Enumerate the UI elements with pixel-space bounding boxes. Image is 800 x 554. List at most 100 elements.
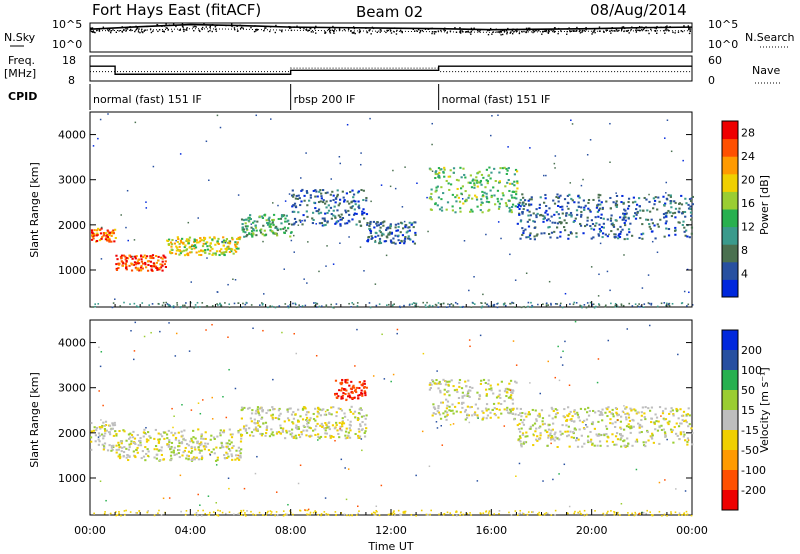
heatmap-cell	[220, 444, 224, 447]
heatmap-cell	[351, 397, 354, 400]
heatmap-cell	[457, 402, 460, 405]
noise-point	[165, 23, 167, 25]
heatmap-cell	[258, 215, 261, 218]
ground-scatter	[583, 509, 586, 512]
ground-scatter	[633, 514, 636, 517]
heatmap-cell	[620, 445, 623, 448]
heatmap-cell	[242, 219, 246, 222]
heatmap-cell	[598, 227, 601, 230]
heatmap-cell	[599, 444, 602, 447]
noise-point	[472, 28, 474, 30]
noise-scatter	[380, 484, 383, 487]
heatmap-cell	[559, 235, 562, 238]
heatmap-cell	[408, 229, 411, 232]
heatmap-cell	[133, 255, 137, 258]
heatmap-cell	[674, 207, 678, 210]
heatmap-cell	[485, 393, 488, 396]
heatmap-cell	[685, 202, 688, 205]
noise-point	[454, 27, 456, 29]
heatmap-cell	[145, 452, 148, 455]
noise-scatter	[101, 226, 103, 229]
heatmap-cell	[556, 236, 559, 239]
heatmap-cell	[559, 222, 563, 225]
heatmap-cell	[190, 437, 193, 440]
ground-scatter	[261, 302, 263, 304]
heatmap-cell	[186, 252, 189, 255]
heatmap-cell	[254, 412, 257, 415]
heatmap-cell	[547, 434, 550, 437]
heatmap-cell	[98, 434, 102, 437]
heatmap-cell	[348, 427, 351, 430]
heatmap-cell	[136, 446, 139, 449]
heatmap-cell	[136, 260, 139, 263]
heatmap-cell	[509, 379, 513, 382]
heatmap-cell	[344, 222, 347, 225]
heatmap-cell	[209, 249, 212, 252]
heatmap-cell	[484, 381, 487, 384]
heatmap-cell	[129, 255, 133, 258]
noise-scatter	[315, 354, 318, 357]
noise-scatter	[563, 463, 566, 466]
heatmap-cell	[173, 446, 176, 449]
ground-scatter	[414, 305, 416, 307]
heatmap-cell	[127, 448, 131, 451]
heatmap-cell	[357, 434, 360, 437]
heatmap-cell	[490, 389, 493, 392]
noise-point	[310, 31, 313, 33]
ground-scatter	[316, 303, 319, 305]
heatmap-cell	[612, 223, 615, 226]
heatmap-cell	[408, 226, 411, 229]
heatmap-cell	[104, 420, 108, 423]
noise-point	[401, 31, 403, 34]
noise-point	[236, 25, 238, 28]
noise-scatter	[168, 322, 170, 324]
heatmap-cell	[278, 414, 281, 417]
heatmap-cell	[527, 411, 531, 414]
ground-scatter	[604, 305, 607, 308]
noise-point	[655, 27, 658, 30]
heatmap-cell	[155, 261, 158, 264]
noise-point	[656, 25, 658, 28]
heatmap-cell	[522, 442, 525, 445]
heatmap-cell	[378, 229, 381, 232]
ground-scatter	[614, 306, 617, 308]
heatmap-cell	[576, 445, 580, 448]
heatmap-cell	[567, 425, 570, 428]
heatmap-cell	[161, 269, 164, 272]
heatmap-cell	[597, 215, 600, 218]
heatmap-cell	[325, 432, 329, 435]
heatmap-cell	[340, 213, 343, 216]
ground-scatter	[269, 305, 272, 307]
heatmap-cell	[690, 214, 693, 217]
ground-scatter	[168, 304, 170, 307]
heatmap-cell	[508, 182, 512, 185]
heatmap-cell	[526, 220, 529, 223]
ground-scatter	[244, 512, 246, 514]
heatmap-cell	[596, 444, 599, 447]
heatmap-cell	[434, 203, 437, 206]
heatmap-cell	[373, 226, 376, 229]
heatmap-cell	[542, 220, 545, 223]
heatmap-cell	[443, 166, 446, 169]
noise-scatter	[339, 242, 341, 244]
heatmap-cell	[144, 263, 147, 266]
heatmap-cell	[446, 404, 449, 407]
heatmap-cell	[241, 226, 244, 229]
heatmap-cell	[623, 428, 626, 431]
heatmap-cell	[343, 200, 346, 203]
ground-scatter	[228, 303, 231, 306]
heatmap-cell	[434, 172, 437, 175]
heatmap-cell	[688, 423, 691, 426]
noise-scatter	[677, 353, 679, 356]
noise-point	[536, 29, 538, 31]
ground-scatter	[466, 512, 469, 515]
heatmap-cell	[653, 203, 656, 206]
heatmap-cell	[609, 219, 613, 222]
heatmap-cell	[626, 237, 629, 240]
power-panel-frame	[89, 111, 693, 308]
heatmap-cell	[452, 412, 455, 415]
heatmap-cell	[455, 194, 459, 197]
noise-point	[689, 30, 691, 32]
heatmap-cell	[170, 445, 173, 448]
heatmap-cell	[306, 422, 309, 425]
